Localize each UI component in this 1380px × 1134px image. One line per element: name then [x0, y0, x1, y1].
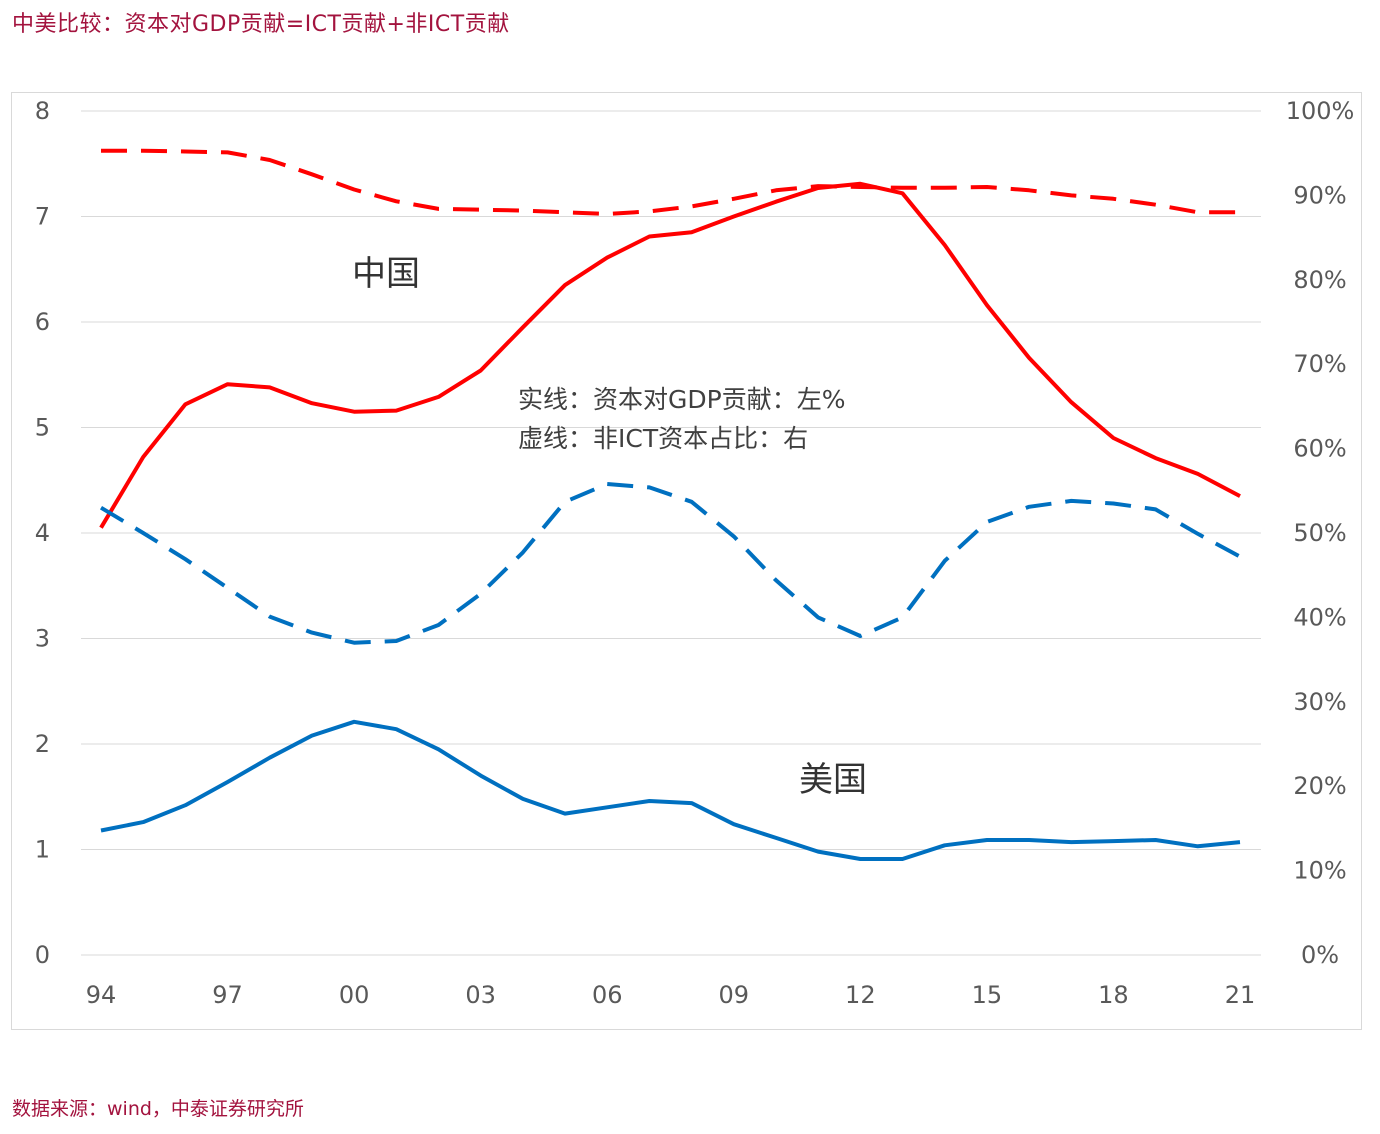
series-line-solid	[100, 719, 1241, 861]
y-right-tick-label: 10%	[1293, 857, 1346, 885]
series-annotation: 中国	[352, 254, 420, 294]
series-layer	[99, 148, 1241, 861]
y-left-tick-label: 6	[35, 308, 50, 336]
chart: 0123456780%10%20%30%40%50%60%70%80%90%10…	[35, 97, 1355, 1009]
x-tick-label: 06	[592, 981, 623, 1009]
y-right-tick-label: 0%	[1301, 941, 1339, 969]
tick-layer: 0123456780%10%20%30%40%50%60%70%80%90%10…	[35, 97, 1355, 1009]
y-left-tick-label: 2	[35, 730, 50, 758]
y-right-tick-label: 90%	[1293, 181, 1346, 209]
y-right-tick-label: 30%	[1293, 688, 1346, 716]
x-tick-label: 12	[845, 981, 876, 1009]
y-right-tick-label: 100%	[1286, 97, 1355, 125]
series-line-dashed	[99, 482, 1241, 645]
y-left-tick-label: 0	[35, 941, 50, 969]
chart-note-line: 实线：资本对GDP贡献：左%	[518, 385, 845, 414]
series-annotation: 美国	[799, 760, 867, 800]
x-tick-label: 03	[465, 981, 496, 1009]
y-left-tick-label: 4	[35, 519, 50, 547]
page-title: 中美比较：资本对GDP贡献=ICT贡献+非ICT贡献	[12, 12, 510, 37]
y-left-tick-label: 8	[35, 97, 50, 125]
x-tick-label: 18	[1098, 981, 1129, 1009]
x-tick-label: 94	[86, 981, 117, 1009]
x-tick-label: 09	[719, 981, 750, 1009]
series-line-dashed	[101, 148, 1240, 216]
y-left-tick-label: 1	[35, 836, 50, 864]
y-left-tick-label: 3	[35, 625, 50, 653]
x-tick-label: 00	[339, 981, 370, 1009]
y-right-tick-label: 70%	[1293, 350, 1346, 378]
y-right-tick-label: 40%	[1293, 603, 1346, 631]
x-tick-label: 15	[972, 981, 1003, 1009]
source-note: 数据来源：wind，中泰证券研究所	[12, 1098, 304, 1120]
chart-frame: 0 1 2 3 4 5 6 7 8 0% 10% 20% 30% 40% 50% 60% 70% 80% 90% 10…	[11, 92, 1362, 1030]
y-left-tick-label: 5	[35, 414, 50, 442]
grid-layer	[81, 110, 1261, 956]
x-tick-label: 21	[1225, 981, 1256, 1009]
series-line-solid	[99, 181, 1241, 529]
y-right-tick-label: 60%	[1293, 435, 1346, 463]
chart-note-line: 虚线：非ICT资本占比：右	[518, 424, 808, 453]
y-right-tick-label: 20%	[1293, 772, 1346, 800]
y-left-tick-label: 7	[35, 203, 50, 231]
y-right-tick-label: 50%	[1293, 519, 1346, 547]
y-right-tick-label: 80%	[1293, 266, 1346, 294]
x-tick-label: 97	[212, 981, 243, 1009]
